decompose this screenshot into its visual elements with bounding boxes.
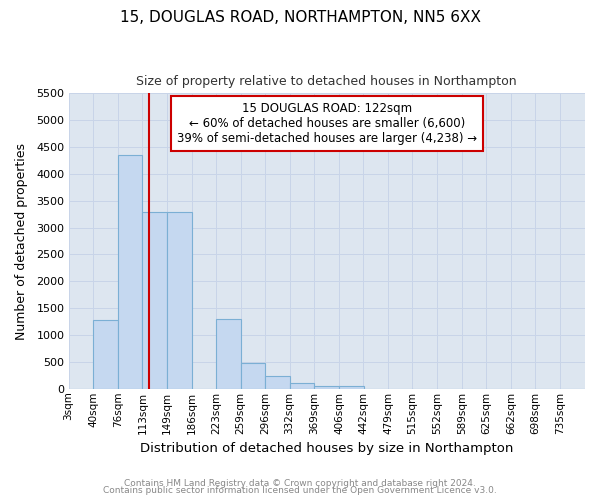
Bar — [118, 155, 142, 389]
X-axis label: Distribution of detached houses by size in Northampton: Distribution of detached houses by size … — [140, 442, 514, 455]
Bar — [339, 386, 364, 389]
Text: Contains HM Land Registry data © Crown copyright and database right 2024.: Contains HM Land Registry data © Crown c… — [124, 478, 476, 488]
Text: 15 DOUGLAS ROAD: 122sqm
← 60% of detached houses are smaller (6,600)
39% of semi: 15 DOUGLAS ROAD: 122sqm ← 60% of detache… — [177, 102, 477, 145]
Bar — [265, 376, 290, 389]
Bar — [241, 363, 265, 389]
Y-axis label: Number of detached properties: Number of detached properties — [15, 142, 28, 340]
Bar — [217, 319, 241, 389]
Bar — [94, 320, 118, 389]
Text: 15, DOUGLAS ROAD, NORTHAMPTON, NN5 6XX: 15, DOUGLAS ROAD, NORTHAMPTON, NN5 6XX — [119, 10, 481, 25]
Bar — [167, 212, 191, 389]
Bar — [290, 384, 314, 389]
Text: Contains public sector information licensed under the Open Government Licence v3: Contains public sector information licen… — [103, 486, 497, 495]
Bar — [142, 212, 167, 389]
Bar — [314, 386, 339, 389]
Title: Size of property relative to detached houses in Northampton: Size of property relative to detached ho… — [137, 75, 517, 88]
